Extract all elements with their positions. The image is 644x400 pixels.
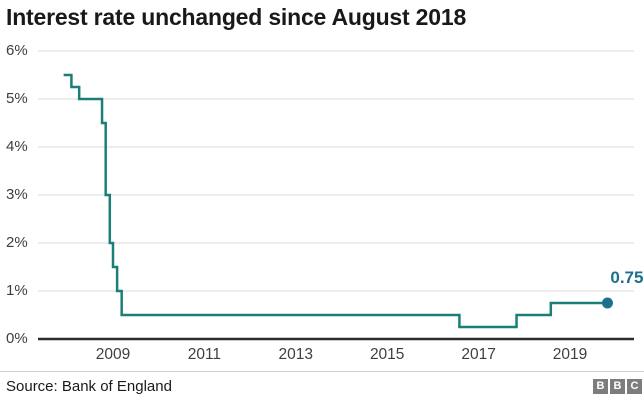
y-tick-label: 0%	[6, 330, 28, 347]
y-tick-label: 4%	[6, 138, 28, 155]
x-tick-label: 2011	[187, 346, 222, 363]
x-tick-label: 2009	[95, 346, 131, 363]
y-tick-label: 3%	[6, 186, 28, 203]
x-tick-label: 2015	[369, 346, 405, 363]
x-tick-label: 2017	[461, 346, 496, 363]
y-tick-label: 6%	[6, 42, 28, 59]
x-tick-label: 2013	[278, 346, 314, 363]
rate-step-line	[63, 73, 608, 329]
y-tick-label: 1%	[6, 282, 28, 299]
bbc-logo-block: B	[593, 379, 608, 394]
x-tick-label: 2019	[552, 346, 588, 363]
y-tick-label: 5%	[6, 90, 28, 107]
chart-title: Interest rate unchanged since August 201…	[6, 4, 467, 30]
current-rate-label: 0.75%	[610, 268, 644, 287]
source-text: Source: Bank of England	[6, 378, 172, 395]
y-tick-label: 2%	[6, 234, 28, 251]
bbc-logo-block: C	[627, 379, 642, 394]
footer-divider	[0, 371, 644, 372]
bbc-logo-block: B	[610, 379, 625, 394]
end-point-marker	[601, 297, 613, 309]
